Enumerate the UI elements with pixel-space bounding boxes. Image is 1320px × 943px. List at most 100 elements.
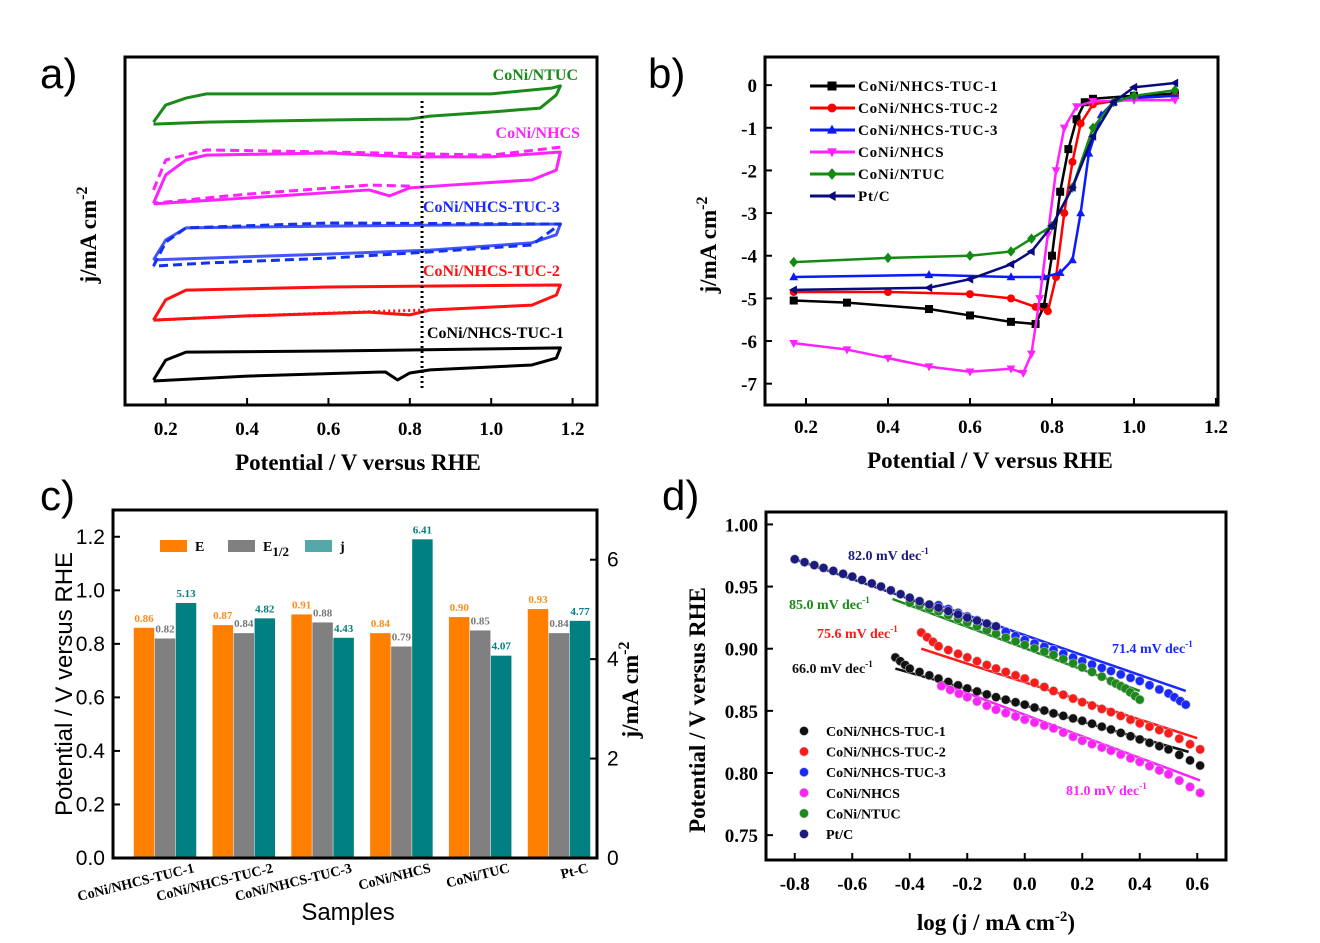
- data-point: [1154, 725, 1165, 735]
- data-point: [1087, 667, 1097, 677]
- data-point: [991, 692, 1001, 702]
- data-point: [1097, 721, 1107, 732]
- data-point: [1077, 697, 1088, 707]
- curve-label-coni-nhcs-tuc-3: CoNi/NHCS-TUC-3: [423, 199, 560, 216]
- data-point: [838, 569, 848, 579]
- data-point: [1048, 723, 1059, 734]
- bar-group-coni-nhcs-tuc-1: 0.860.82 5.13: [133, 588, 197, 858]
- legend-swatch: [305, 540, 332, 552]
- legend-label: CoNi/NHCS-TUC-3: [858, 123, 998, 139]
- panel-d-ytick-label: 0.80: [725, 764, 758, 785]
- panel-d-xtick-label: 0.2: [1070, 874, 1094, 895]
- data-point: [1000, 708, 1011, 718]
- legend-marker: [827, 81, 837, 91]
- legend-label: Pt/C: [826, 828, 853, 843]
- lsv-series-pt-c: [788, 78, 1179, 295]
- bar-value-label: 4.43: [334, 623, 354, 635]
- data-point: [1115, 749, 1126, 760]
- data-point: [1000, 667, 1011, 677]
- legend-swatch: [228, 540, 255, 552]
- tafel-series-coni-nhcs: [936, 681, 1205, 798]
- data-point: [962, 692, 973, 702]
- data-point: [1185, 739, 1195, 750]
- data-point: [914, 596, 925, 606]
- bar-e1-2: [312, 622, 333, 858]
- panel-a-xtick-label: 0.2: [154, 419, 178, 440]
- category-label: CoNi/TUC: [445, 861, 511, 891]
- cv-curve-reference: [153, 183, 410, 205]
- panel-a-ylabel: j/mA cm-2: [74, 187, 101, 285]
- lsv-series-coni-nhcs: [789, 96, 1180, 378]
- data-point: [924, 283, 933, 293]
- data-point: [1068, 693, 1078, 704]
- panel-c-ylabel: Potential / V versus RHE: [51, 552, 78, 816]
- data-point: [954, 688, 964, 699]
- data-point: [1019, 699, 1030, 710]
- data-point: [1068, 157, 1077, 166]
- data-point: [1068, 658, 1078, 669]
- data-point: [1134, 676, 1145, 686]
- data-point: [1039, 302, 1048, 311]
- bar-group-pt-c: 0.930.844.77: [527, 594, 591, 858]
- panel-b-xtick-label: 0.6: [958, 417, 982, 438]
- curve-label-coni-ntuc: CoNi/NTUC: [493, 67, 578, 84]
- panel-c-y2label: j/mA cm-2: [616, 642, 643, 740]
- panel-d-ylabel: Potential / V versus RHE: [685, 587, 710, 833]
- data-point: [1180, 699, 1191, 710]
- data-point: [991, 621, 1001, 632]
- panel-d-ytick-label: 0.75: [725, 826, 758, 847]
- bar-j: [175, 602, 197, 858]
- bar-value-label: 0.88: [313, 607, 333, 619]
- legend-item-coni-ntuc: CoNi/NTUC: [799, 807, 901, 822]
- legend-marker: [826, 191, 836, 201]
- panel-c-ytick-label: 0.4: [76, 740, 106, 763]
- curve-label-coni-nhcs-tuc-2: CoNi/NHCS-TUC-2: [423, 263, 560, 280]
- legend-item-coni-nhcs-tuc-3: CoNi/NHCS-TUC-3: [799, 766, 946, 781]
- data-point: [1027, 350, 1036, 359]
- data-point: [895, 589, 906, 599]
- data-point: [1134, 694, 1145, 705]
- data-point: [1006, 246, 1016, 257]
- legend-label: CoNi/NTUC: [858, 167, 945, 183]
- data-point: [1027, 233, 1036, 244]
- data-point: [1144, 721, 1155, 732]
- data-point: [1010, 697, 1021, 708]
- panel-b-ytick-label: -2: [741, 161, 757, 182]
- data-point: [1170, 85, 1180, 96]
- data-point: [1039, 682, 1050, 692]
- data-point: [953, 649, 963, 659]
- data-point: [1129, 82, 1138, 92]
- bar-value-label: 0.82: [155, 623, 175, 635]
- data-point: [1170, 96, 1180, 105]
- legend-label: CoNi/NTUC: [826, 807, 901, 822]
- panel-b-xtick-label: 1.2: [1204, 417, 1228, 438]
- legend-marker: [827, 124, 837, 134]
- data-point: [1115, 669, 1126, 680]
- legend-label: E1/2: [263, 540, 289, 559]
- data-point: [1048, 686, 1059, 696]
- bar-e: [133, 627, 155, 858]
- data-point: [1019, 673, 1030, 684]
- data-point: [1106, 707, 1116, 717]
- data-point: [1088, 131, 1097, 141]
- legend-label: CoNi/NHCS-TUC-3: [826, 766, 946, 781]
- bar-value-label: 4.77: [570, 606, 590, 618]
- data-point: [1006, 365, 1016, 374]
- bar-value-label: 5.13: [176, 588, 196, 600]
- panel-b-ytick-label: -4: [741, 247, 757, 268]
- legend-marker: [799, 787, 809, 798]
- slope-annotation-coni-ntuc: 85.0 mV dec-1: [789, 595, 870, 613]
- data-point: [1108, 97, 1117, 107]
- cv-curve-reference: [152, 145, 561, 191]
- data-point: [1076, 119, 1085, 128]
- data-point: [1035, 295, 1045, 304]
- bar-e: [291, 614, 312, 858]
- data-point: [914, 667, 925, 677]
- bar-value-label: 4.82: [255, 603, 275, 615]
- category-label: Pt-C: [559, 861, 590, 882]
- data-point: [1000, 632, 1011, 643]
- legend-marker: [827, 103, 837, 113]
- data-point: [1088, 98, 1098, 107]
- data-point: [1170, 78, 1179, 88]
- legend-item-j: j: [305, 540, 345, 555]
